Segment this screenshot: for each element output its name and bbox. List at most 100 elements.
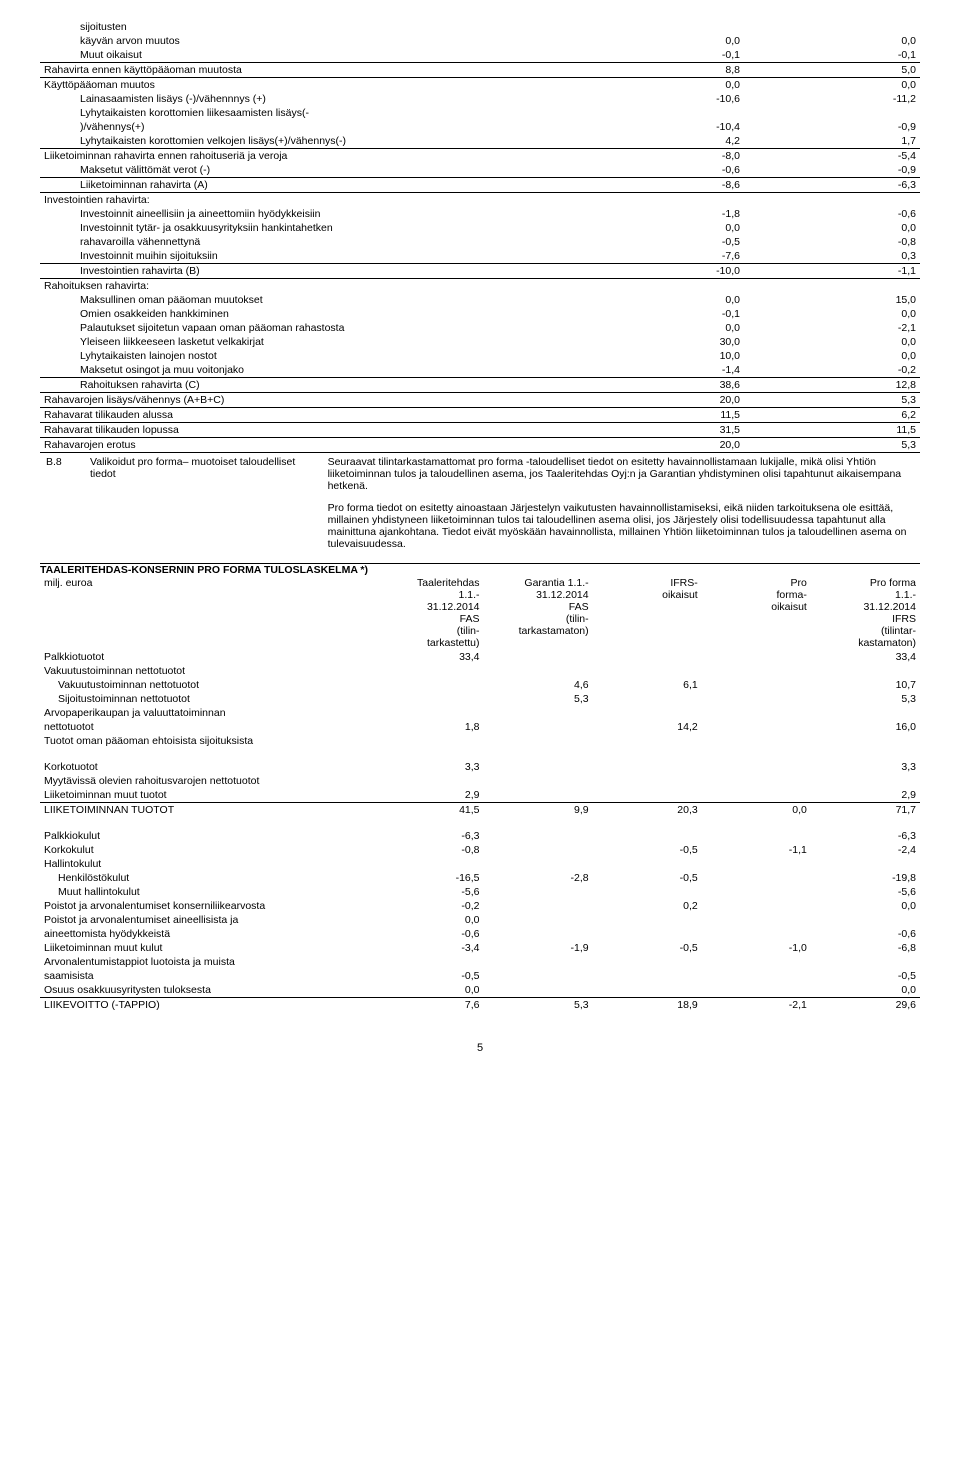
proforma-value-c1: -3,4 — [374, 941, 483, 955]
cashflow-label: Lainasaamisten lisäys (-)/vähennnys (+) — [40, 92, 568, 106]
cashflow-row: Omien osakkeiden hankkiminen-0,10,0 — [40, 307, 920, 321]
cashflow-row: Maksullinen oman pääoman muutokset0,015,… — [40, 293, 920, 307]
proforma-row: Osuus osakkuusyritysten tuloksesta0,00,0 — [40, 983, 920, 998]
proforma-value-c1 — [374, 734, 483, 748]
proforma-value-c1: 2,9 — [374, 788, 483, 803]
proforma-value-c4 — [702, 969, 811, 983]
cashflow-label: Investoinnit muihin sijoituksiin — [40, 249, 568, 264]
cashflow-value-1: -8,6 — [568, 178, 744, 193]
proforma-value-c2: 9,9 — [484, 803, 593, 818]
cashflow-label: Rahavarojen erotus — [40, 438, 568, 453]
proforma-label: Myytävissä olevien rahoitusvarojen netto… — [40, 774, 374, 788]
proforma-header-c4: Proforma-oikaisut — [702, 576, 811, 650]
proforma-value-c2: 4,6 — [484, 678, 593, 692]
proforma-value-c2 — [484, 955, 593, 969]
proforma-value-c1: -6,3 — [374, 829, 483, 843]
proforma-label: Liiketoiminnan muut kulut — [40, 941, 374, 955]
proforma-value-c1: 41,5 — [374, 803, 483, 818]
cashflow-label: Yleiseen liikkeeseen lasketut velkakirja… — [40, 335, 568, 349]
proforma-row: Poistot ja arvonalentumiset aineellisist… — [40, 913, 920, 927]
proforma-value-c4: -2,1 — [702, 998, 811, 1013]
proforma-label: Poistot ja arvonalentumiset aineellisist… — [40, 913, 374, 927]
proforma-value-c5: -5,6 — [811, 885, 920, 899]
cashflow-label: Rahoituksen rahavirta (C) — [40, 378, 568, 393]
cashflow-value-2: -2,1 — [744, 321, 920, 335]
proforma-value-c5: 33,4 — [811, 650, 920, 664]
proforma-row: Liiketoiminnan muut tuotot2,92,9 — [40, 788, 920, 803]
proforma-row: Myytävissä olevien rahoitusvarojen netto… — [40, 774, 920, 788]
cashflow-value-1: -10,0 — [568, 264, 744, 279]
cashflow-value-1: -0,1 — [568, 307, 744, 321]
cashflow-value-1: 38,6 — [568, 378, 744, 393]
proforma-value-c5: 2,9 — [811, 788, 920, 803]
proforma-label: Arvopaperikaupan ja valuuttatoiminnan — [40, 706, 374, 720]
cashflow-label: Investointien rahavirta: — [40, 193, 568, 208]
proforma-value-c3: -0,5 — [593, 871, 702, 885]
proforma-value-c4: -1,1 — [702, 843, 811, 857]
cashflow-value-1: 4,2 — [568, 134, 744, 149]
proforma-label: LIIKEVOITTO (-TAPPIO) — [40, 998, 374, 1013]
cashflow-value-1: -0,5 — [568, 235, 744, 249]
b8-para2: Pro forma tiedot on esitetty ainoastaan … — [328, 502, 914, 550]
proforma-value-c1 — [374, 706, 483, 720]
proforma-value-c3 — [593, 788, 702, 803]
cashflow-label: Palautukset sijoitetun vapaan oman pääom… — [40, 321, 568, 335]
cashflow-value-1: 30,0 — [568, 335, 744, 349]
cashflow-row: Rahavarojen lisäys/vähennys (A+B+C)20,05… — [40, 393, 920, 408]
page-number: 5 — [40, 1042, 920, 1054]
cashflow-value-2: 0,0 — [744, 349, 920, 363]
proforma-label: Palkkiotuotot — [40, 650, 374, 664]
proforma-row: Poistot ja arvonalentumiset konserniliik… — [40, 899, 920, 913]
proforma-value-c4 — [702, 706, 811, 720]
cashflow-value-2: 0,3 — [744, 249, 920, 264]
cashflow-row: Lainasaamisten lisäys (-)/vähennnys (+)-… — [40, 92, 920, 106]
proforma-value-c3 — [593, 955, 702, 969]
proforma-value-c2 — [484, 843, 593, 857]
proforma-label: Tuotot oman pääoman ehtoisista sijoituks… — [40, 734, 374, 748]
proforma-value-c5 — [811, 706, 920, 720]
proforma-value-c2 — [484, 706, 593, 720]
cashflow-value-2: 11,5 — [744, 423, 920, 438]
proforma-label: aineettomista hyödykkeistä — [40, 927, 374, 941]
cashflow-row: Lyhytaikaisten korottomien liikesaamiste… — [40, 106, 920, 120]
proforma-row: Tuotot oman pääoman ehtoisista sijoituks… — [40, 734, 920, 748]
proforma-value-c1: -5,6 — [374, 885, 483, 899]
proforma-value-c1 — [374, 774, 483, 788]
cashflow-value-2: -0,9 — [744, 163, 920, 178]
b8-text: Seuraavat tilintarkastamattomat pro form… — [322, 453, 920, 564]
cashflow-value-2: -0,2 — [744, 363, 920, 378]
proforma-value-c3 — [593, 969, 702, 983]
cashflow-row: Investointien rahavirta: — [40, 193, 920, 208]
cashflow-row: Liiketoiminnan rahavirta (A)-8,6-6,3 — [40, 178, 920, 193]
cashflow-value-2: -0,1 — [744, 48, 920, 63]
proforma-value-c2 — [484, 788, 593, 803]
cashflow-row: )/vähennys(+)-10,4-0,9 — [40, 120, 920, 134]
proforma-value-c2 — [484, 720, 593, 734]
cashflow-label: sijoitusten — [40, 20, 568, 34]
proforma-label: Korkokulut — [40, 843, 374, 857]
cashflow-table: sijoitustenkäyvän arvon muutos0,00,0Muut… — [40, 20, 920, 452]
proforma-value-c4: 0,0 — [702, 803, 811, 818]
cashflow-row: Rahavarat tilikauden alussa11,56,2 — [40, 408, 920, 423]
cashflow-row: sijoitusten — [40, 20, 920, 34]
proforma-value-c1: -0,8 — [374, 843, 483, 857]
proforma-label: nettotuotot — [40, 720, 374, 734]
cashflow-row: Rahavirta ennen käyttöpääoman muutosta8,… — [40, 63, 920, 78]
proforma-value-c5: -0,6 — [811, 927, 920, 941]
proforma-value-c3 — [593, 734, 702, 748]
proforma-value-c2 — [484, 774, 593, 788]
proforma-value-c2 — [484, 969, 593, 983]
cashflow-value-2: -1,1 — [744, 264, 920, 279]
proforma-header-c5: Pro forma1.1.-31.12.2014IFRS(tilintar-ka… — [811, 576, 920, 650]
b8-code: B.8 — [40, 453, 84, 564]
proforma-value-c1 — [374, 857, 483, 871]
cashflow-value-2: 1,7 — [744, 134, 920, 149]
proforma-row: Sijoitustoiminnan nettotuotot5,35,3 — [40, 692, 920, 706]
cashflow-value-2: 5,0 — [744, 63, 920, 78]
proforma-value-c5: 0,0 — [811, 899, 920, 913]
proforma-row: Palkkiokulut-6,3-6,3 — [40, 829, 920, 843]
cashflow-label: Maksetut välittömät verot (-) — [40, 163, 568, 178]
proforma-value-c4 — [702, 885, 811, 899]
cashflow-label: Maksullinen oman pääoman muutokset — [40, 293, 568, 307]
proforma-label: Muut hallintokulut — [40, 885, 374, 899]
